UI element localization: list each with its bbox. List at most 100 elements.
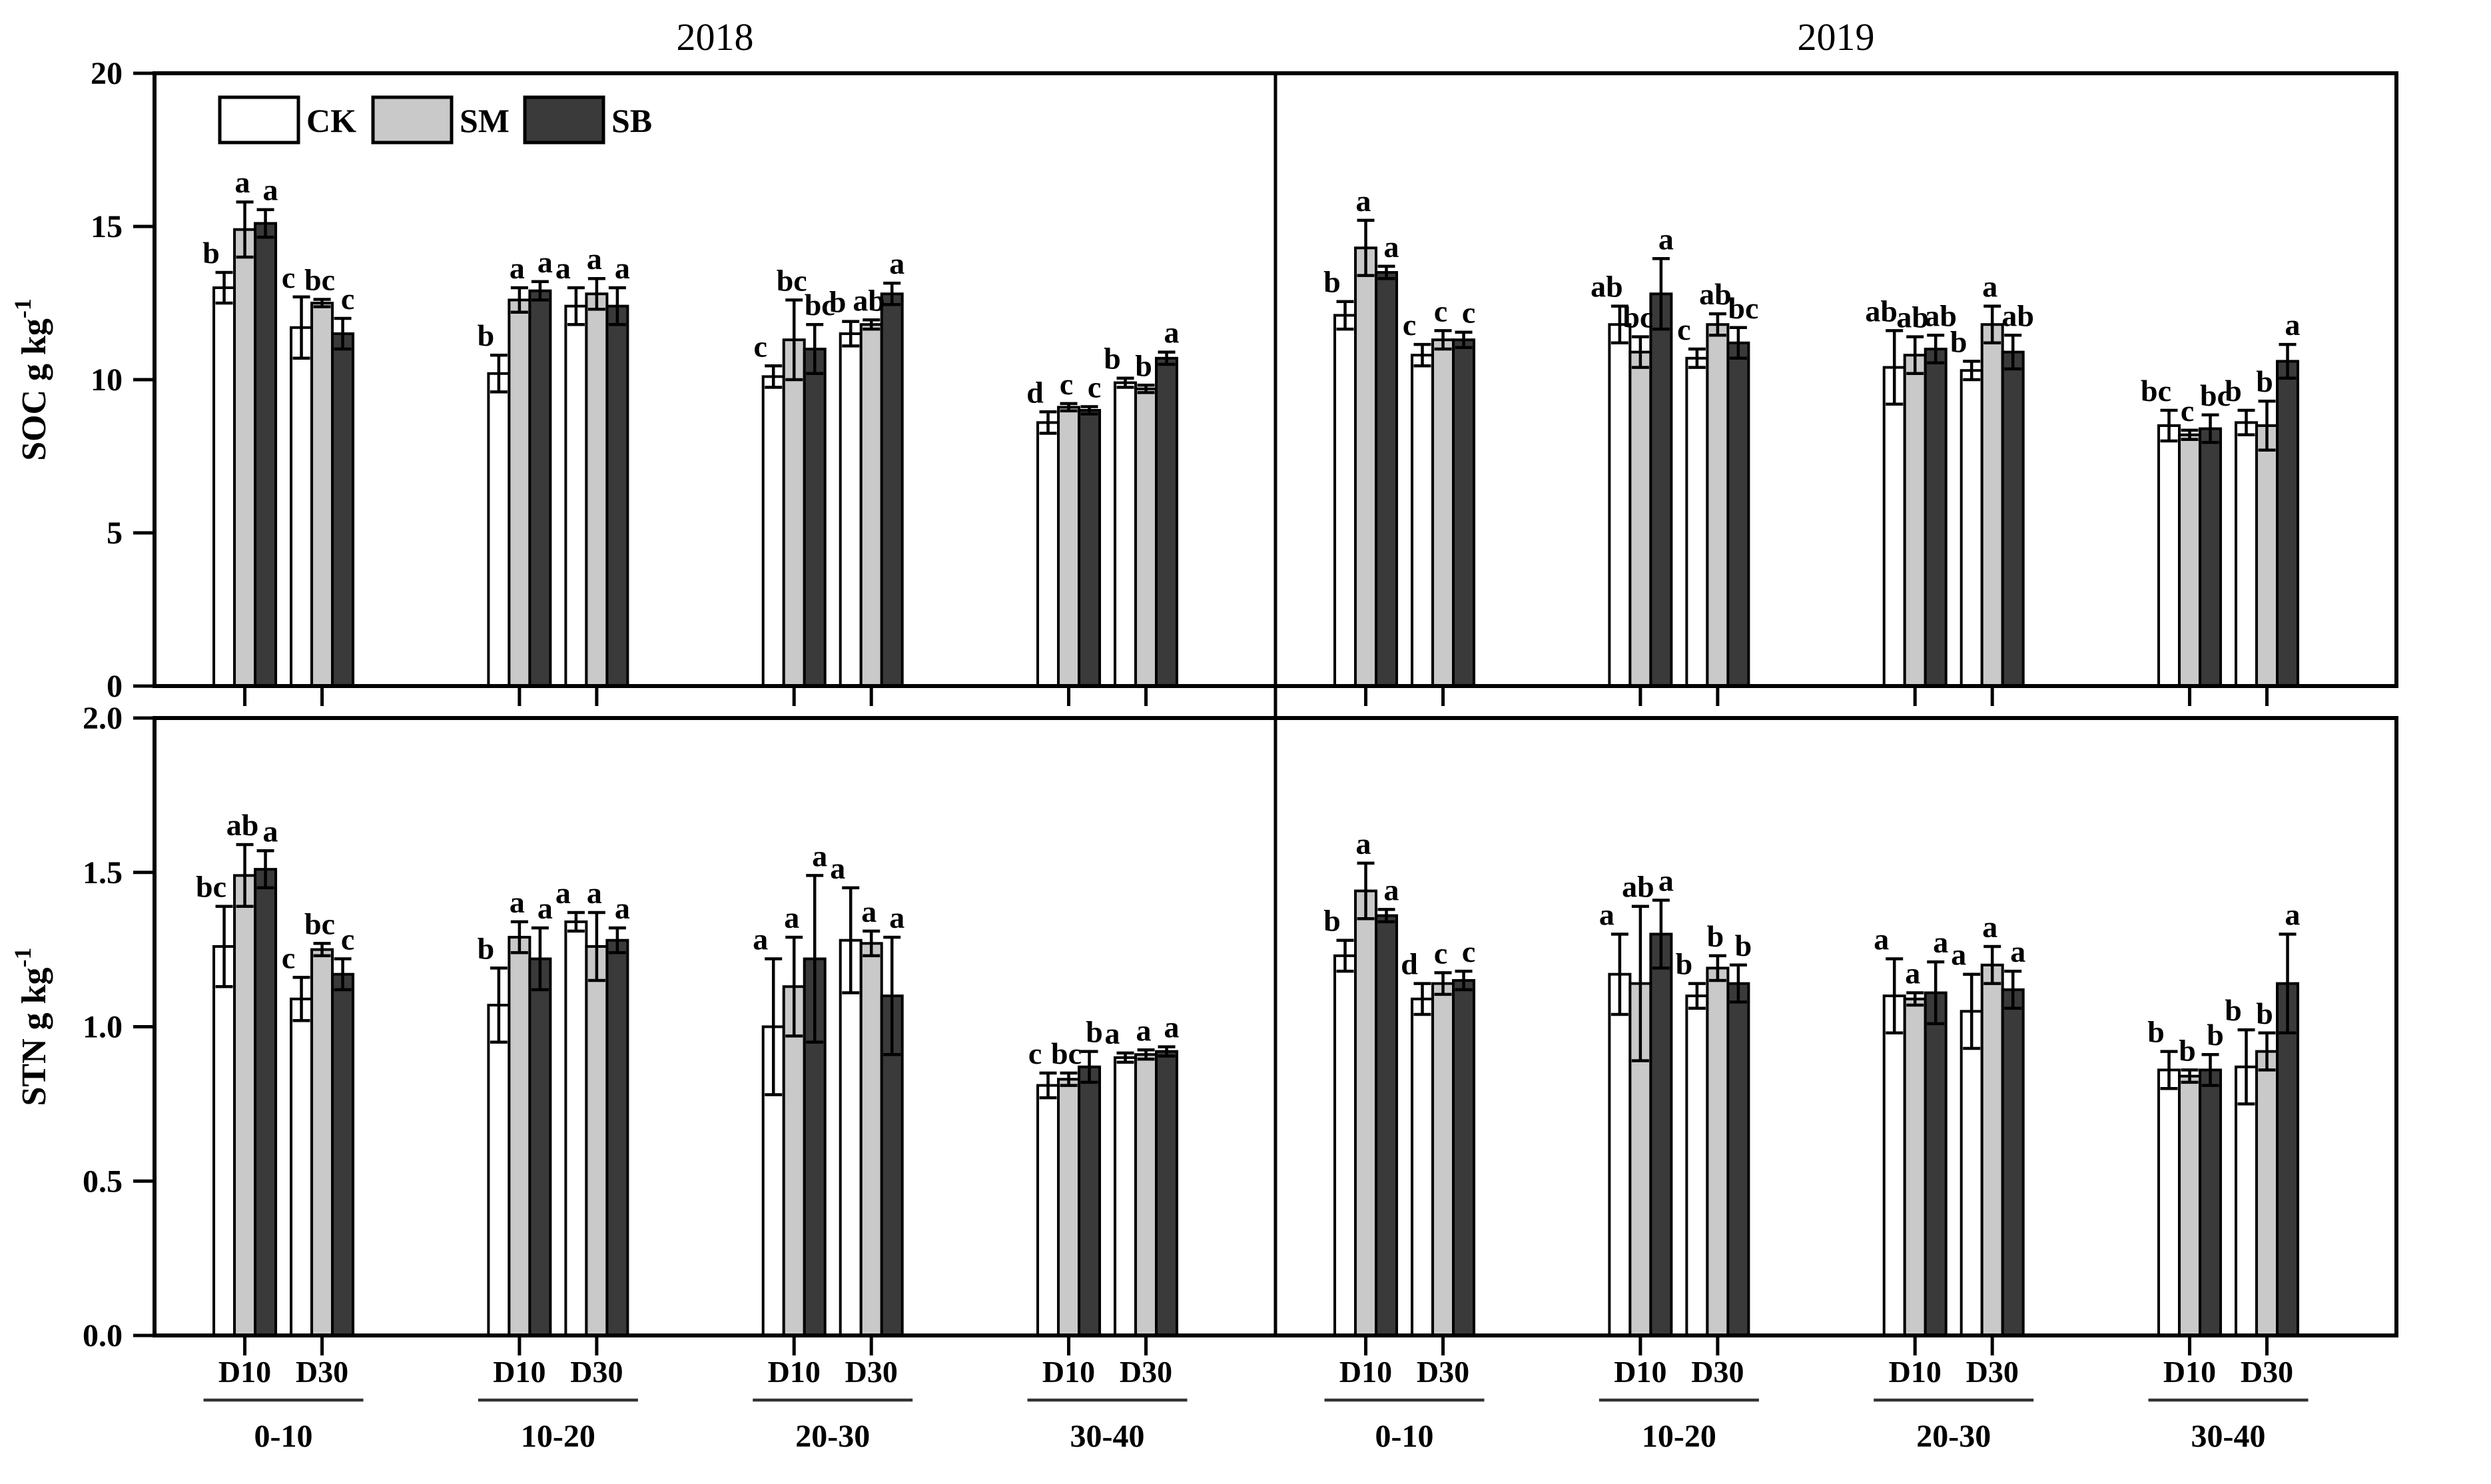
bar-SM-20-30-D10	[782, 338, 806, 687]
sig-letter-SM-30-40-D30: b	[2256, 996, 2273, 1030]
sig-letter-SB-20-30-D10: a	[1933, 925, 1948, 959]
bar-CK-30-40-D30	[1114, 381, 1138, 687]
bar-CK-10-20-D30	[564, 920, 588, 1337]
legend-label-SM: SM	[460, 102, 510, 139]
y-tick-label-row1-1: 0.5	[83, 1164, 123, 1199]
sig-letter-SB-30-40-D10: c	[1088, 370, 1101, 404]
error-bar-SB-30-40-D10	[2201, 1052, 2219, 1087]
bar-CK-10-20-D10	[487, 1004, 511, 1337]
bar-SB-30-40-D30	[2276, 360, 2300, 688]
bar-CK-0-10-D30	[1411, 997, 1435, 1337]
bar-CK-0-10-D10	[1333, 314, 1357, 687]
sig-letter-SM-10-20-D10: bc	[1622, 300, 1653, 334]
subgroup-label-D10-10-20-2018: D10	[493, 1355, 545, 1389]
sig-letter-CK-10-20-D10: ab	[1591, 270, 1623, 304]
bar-SM-30-40-D30	[1134, 1053, 1158, 1337]
error-bar-CK-30-40-D10	[2160, 408, 2178, 443]
error-bar-CK-0-10-D30	[1413, 342, 1431, 368]
y-tick-label-row0-4: 20	[91, 56, 123, 91]
bar-SB-0-10-D30	[331, 332, 355, 687]
bar-CK-0-10-D30	[1411, 354, 1435, 687]
bar-SM-10-20-D30	[585, 944, 609, 1337]
subgroup-label-D10-30-40-2018: D10	[1042, 1355, 1095, 1389]
bar-CK-20-30-D30	[1959, 1010, 1983, 1337]
bar-CK-20-30-D10	[761, 375, 785, 688]
error-bar-SM-20-30-D10	[785, 935, 803, 1038]
error-bar-SB-10-20-D10	[1652, 257, 1670, 331]
bar-SM-0-10-D10	[233, 228, 257, 688]
bar-CK-0-10-D30	[290, 326, 314, 687]
error-bar-CK-10-20-D10	[1610, 932, 1628, 1016]
sig-letter-SB-10-20-D30: b	[1735, 928, 1752, 962]
bar-CK-0-10-D30	[290, 997, 314, 1337]
error-bar-SB-0-10-D30	[334, 957, 352, 992]
bar-SM-0-10-D10	[1354, 246, 1378, 687]
error-bar-SM-0-10-D30	[313, 942, 331, 958]
error-bar-SB-20-30-D10	[806, 322, 824, 376]
depth-label-10-20-2019: 10-20	[1642, 1419, 1716, 1454]
sig-letter-SB-20-30-D10: ab	[1924, 298, 1957, 332]
sig-letter-SM-30-40-D10: c	[1060, 367, 1073, 401]
bar-SB-30-40-D30	[2276, 982, 2300, 1337]
bar-CK-30-40-D30	[2235, 1065, 2259, 1337]
sig-letter-SB-0-10-D10: a	[263, 814, 278, 848]
bar-SM-20-30-D30	[859, 942, 883, 1337]
bar-CK-20-30-D30	[1959, 369, 1983, 687]
bar-SB-0-10-D10	[1375, 914, 1399, 1337]
error-bar-SM-0-10-D10	[1357, 218, 1375, 277]
y-tick-label-row0-3: 15	[91, 209, 123, 244]
sig-letter-SB-20-30-D30: a	[889, 901, 904, 934]
subgroup-label-D10-0-10-2019: D10	[1339, 1355, 1392, 1389]
bar-SB-0-10-D30	[331, 972, 355, 1337]
bar-SB-10-20-D30	[605, 938, 629, 1337]
sig-letter-CK-30-40-D30: b	[2225, 374, 2242, 408]
axis-title-row1: STN g kg-1	[9, 947, 53, 1106]
sig-letter-SM-10-20-D30: a	[587, 876, 602, 910]
bar-SM-20-30-D30	[859, 323, 883, 687]
sig-letter-SM-20-30-D30: a	[1982, 270, 1997, 304]
error-bar-SB-20-30-D10	[806, 874, 824, 1044]
sig-letter-SM-20-30-D30: a	[1982, 910, 1997, 944]
sig-letter-SB-10-20-D10: a	[1658, 222, 1674, 256]
sig-letter-SM-10-20-D10: a	[510, 251, 525, 285]
sig-letter-SM-0-10-D30: bc	[304, 262, 335, 296]
sig-letter-SM-30-40-D10: bc	[1051, 1036, 1082, 1070]
y-tick-label-row0-0: 0	[107, 669, 123, 704]
sig-letter-SB-20-30-D30: ab	[2001, 298, 2034, 332]
sig-letter-SM-10-20-D10: a	[510, 885, 525, 919]
bar-SM-30-40-D10	[1057, 1078, 1081, 1337]
bar-SM-0-10-D30	[1431, 982, 1455, 1337]
bar-CK-30-40-D10	[2157, 1068, 2181, 1337]
bar-SB-0-10-D30	[1452, 338, 1476, 687]
subgroup-label-D10-20-30-2018: D10	[768, 1355, 821, 1389]
error-bar-CK-0-10-D10	[1336, 938, 1354, 973]
bar-SM-0-10-D30	[310, 948, 334, 1337]
error-bar-SB-30-40-D30	[2279, 932, 2297, 1035]
bar-SM-10-20-D10	[1628, 350, 1652, 687]
legend-label-SB: SB	[611, 102, 652, 139]
bar-SM-20-30-D30	[1980, 963, 2004, 1337]
bar-SB-30-40-D10	[1078, 409, 1102, 687]
error-bar-SM-10-20-D10	[510, 286, 528, 314]
error-bar-SB-0-10-D30	[1455, 330, 1473, 349]
sig-letter-CK-10-20-D30: b	[1676, 947, 1693, 981]
sig-letter-SB-20-30-D30: a	[889, 246, 904, 280]
error-bar-SB-20-30-D30	[883, 935, 901, 1056]
error-bar-SB-10-20-D10	[531, 280, 549, 302]
depth-label-20-30-2018: 20-30	[795, 1419, 870, 1454]
sig-letter-CK-0-10-D10: b	[202, 236, 220, 270]
error-bar-SM-30-40-D30	[1137, 384, 1155, 394]
error-bar-SM-10-20-D30	[1708, 954, 1726, 982]
bar-CK-0-10-D10	[212, 944, 236, 1337]
bar-SB-20-30-D30	[2001, 350, 2025, 687]
sig-letter-SB-0-10-D30: c	[341, 923, 354, 956]
error-bar-CK-30-40-D10	[2160, 1050, 2178, 1090]
sig-letter-CK-10-20-D10: b	[478, 318, 495, 352]
error-bar-SB-10-20-D30	[608, 926, 626, 954]
error-bar-SM-30-40-D10	[1060, 1071, 1078, 1087]
error-bar-SM-30-40-D30	[1137, 1048, 1155, 1061]
sig-letter-SM-30-40-D30: b	[1135, 348, 1152, 382]
y-tick-label-row1-4: 2.0	[83, 701, 123, 736]
